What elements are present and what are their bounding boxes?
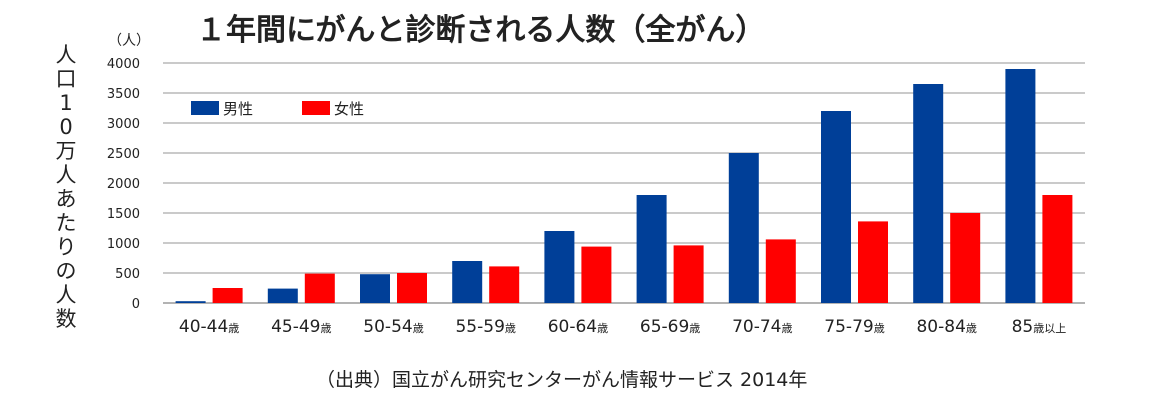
y-axis-label-char: 万	[56, 139, 77, 163]
y-axis-label-char: た	[56, 211, 77, 235]
bar-female	[765, 239, 796, 303]
chart-title: １年間にがんと診断される人数（全がん）	[196, 13, 765, 48]
x-tick-label: 80-84歳	[916, 317, 976, 337]
y-tick-label: 3000	[107, 117, 140, 132]
bar-male	[544, 231, 575, 303]
x-tick-label: 85歳以上	[1012, 317, 1067, 337]
bar-female	[858, 221, 888, 303]
y-axis-label-char: り	[56, 235, 77, 259]
gridlines	[163, 62, 1085, 304]
y-axis-label-char: 0	[59, 115, 72, 139]
y-axis-label-char: 口	[56, 67, 77, 91]
bar-female	[397, 273, 427, 303]
bar-male	[267, 288, 298, 303]
bar-female	[673, 245, 704, 303]
bar-female	[304, 273, 335, 303]
bar-female	[212, 288, 243, 303]
y-axis-label-char: の	[56, 259, 77, 283]
y-axis-label-char: 人	[56, 163, 77, 187]
x-tick-label: 50-54歳	[363, 317, 423, 337]
bar-male	[1005, 69, 1036, 303]
y-tick-label: 4000	[107, 57, 140, 72]
y-unit-label: （人）	[108, 33, 150, 49]
bar-female	[1042, 195, 1073, 303]
bar-male	[360, 274, 390, 303]
y-tick-label: 2500	[107, 147, 140, 162]
x-tick-label: 55-59歳	[455, 317, 515, 337]
y-axis-label-char: 人	[56, 43, 77, 67]
x-tick-label: 65-69歳	[640, 317, 700, 337]
y-axis-label-char: あ	[56, 187, 77, 211]
bar-male	[913, 84, 944, 303]
bar-female	[581, 246, 612, 303]
y-tick-label: 3500	[107, 87, 140, 102]
legend-label-female: 女性	[334, 100, 364, 118]
y-tick-labels: 4000 3500 3000 2500 2000 1500 1000 500 0	[107, 57, 140, 312]
y-tick-label: 1000	[107, 237, 140, 252]
y-tick-label: 1500	[107, 207, 140, 222]
legend-swatch-female	[302, 101, 330, 115]
bar-female	[489, 266, 520, 303]
x-tick-labels: 40-44歳 45-49歳 50-54歳 55-59歳 60-64歳 65-69歳 70-7…	[179, 317, 1066, 337]
y-axis-label-char: 人	[56, 283, 77, 307]
legend-swatch-male	[191, 101, 219, 115]
bar-male	[821, 111, 851, 303]
y-tick-label: 0	[132, 297, 140, 312]
y-tick-label: 500	[115, 267, 140, 282]
bars	[175, 69, 1073, 303]
x-tick-label: 45-49歳	[271, 317, 331, 337]
legend: 男性 女性	[191, 100, 364, 118]
bar-female	[950, 213, 981, 303]
x-tick-label: 70-74歳	[732, 317, 792, 337]
bar-male	[175, 301, 206, 303]
y-tick-label: 2000	[107, 177, 140, 192]
source-note: （出典）国立がん研究センターがん情報サービス 2014年	[316, 369, 807, 391]
x-tick-label: 75-79歳	[824, 317, 884, 337]
x-tick-label: 40-44歳	[179, 317, 239, 337]
legend-label-male: 男性	[223, 100, 253, 118]
y-axis-label-char: 数	[56, 307, 77, 331]
bar-male	[452, 261, 483, 303]
bar-male	[728, 153, 759, 303]
x-tick-label: 60-64歳	[548, 317, 608, 337]
bar-male	[636, 195, 667, 303]
y-axis-label-char: 1	[59, 91, 72, 115]
